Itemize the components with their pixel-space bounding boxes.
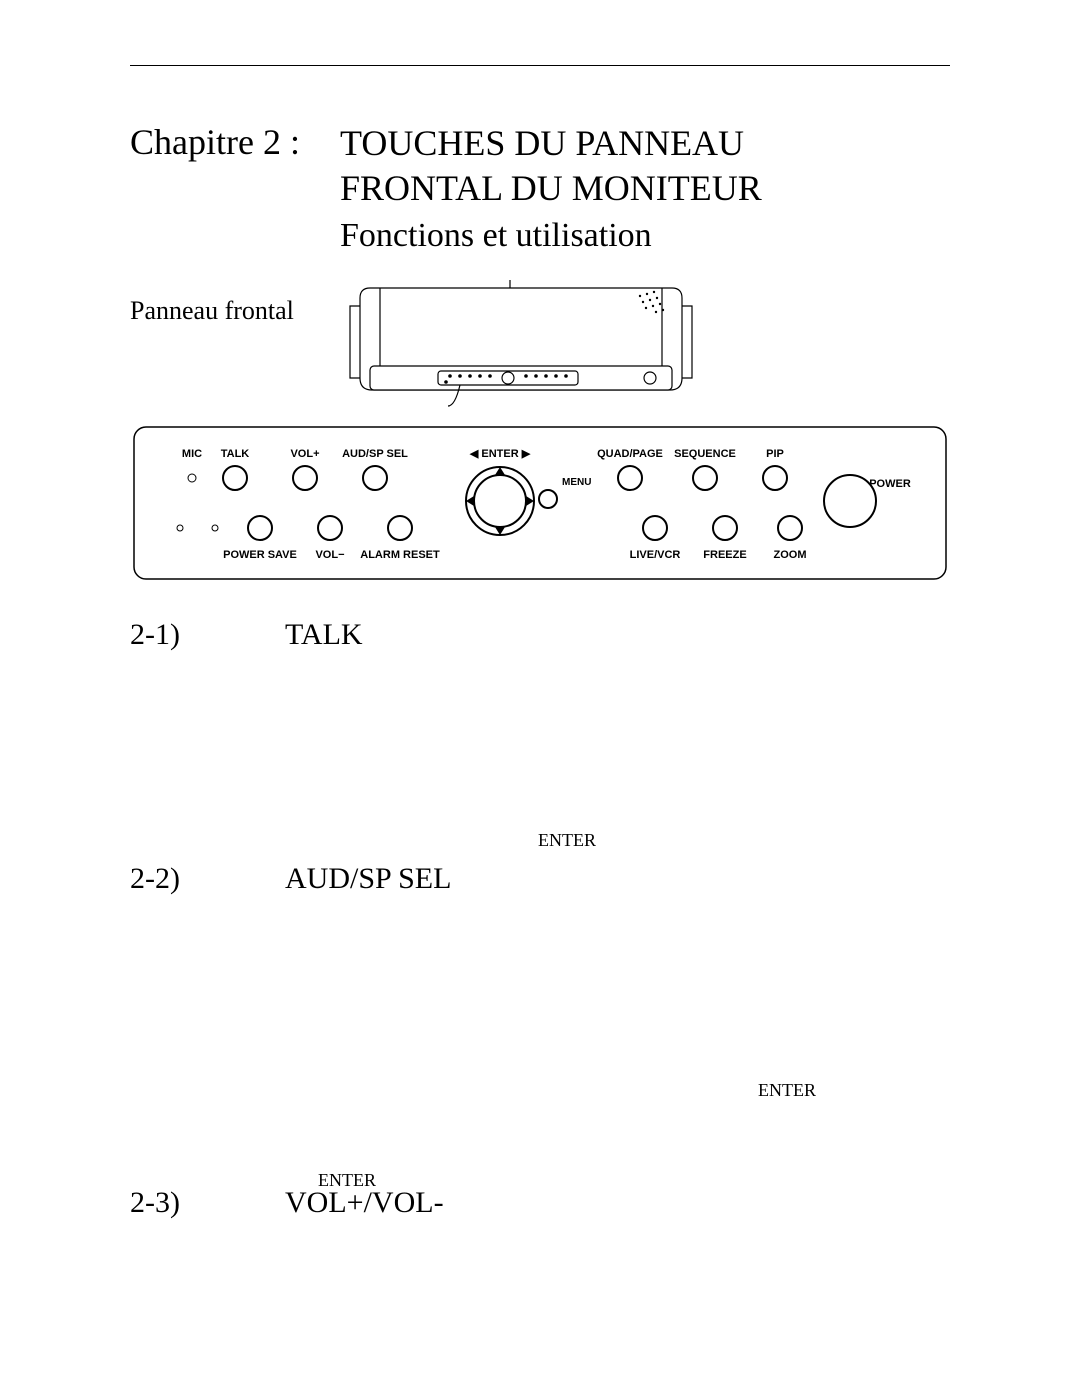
section-2-1: 2-1) TALK — [130, 618, 950, 652]
label-pip: PIP — [766, 448, 784, 460]
label-alarmreset: ALARM RESET — [360, 549, 440, 561]
label-quad: QUAD/PAGE — [597, 448, 663, 460]
label-volplus: VOL+ — [290, 448, 319, 460]
label-power: POWER — [869, 478, 911, 490]
label-freeze: FREEZE — [703, 549, 746, 561]
page: Chapitre 2 : TOUCHES DU PANNEAU FRONTAL … — [0, 0, 1080, 1380]
label-zoom: ZOOM — [774, 549, 807, 561]
button-panel: MIC TALK VOL+ AUD/SP SEL ◀ ENTER ▶ QUAD/… — [130, 423, 950, 588]
led-1 — [177, 525, 183, 531]
chapter-title-line1: TOUCHES DU PANNEAU — [340, 121, 950, 166]
audsp-button — [363, 466, 387, 490]
label-menu: MENU — [562, 477, 591, 488]
label-sequence: SEQUENCE — [674, 448, 736, 460]
monitor-illustration — [340, 278, 770, 408]
section-2-1-num: 2-1) — [130, 618, 285, 652]
enter-word-2: ENTER — [758, 1080, 816, 1101]
label-livevcr: LIVE/VCR — [630, 549, 681, 561]
section-2-3: 2-3) VOL+/VOL- — [130, 1186, 950, 1220]
section-2-2: 2-2) AUD/SP SEL — [130, 862, 950, 896]
chapter-title-line2: FRONTAL DU MONITEUR — [340, 166, 950, 211]
enter-word-3: ENTER — [318, 1170, 376, 1191]
freeze-button — [713, 516, 737, 540]
section-2-2-num: 2-2) — [130, 862, 285, 896]
pip-button — [763, 466, 787, 490]
powersave-button — [248, 516, 272, 540]
section-2-2-name: AUD/SP SEL — [285, 862, 451, 896]
quad-button — [618, 466, 642, 490]
monitor-illustration-wrap — [340, 278, 950, 413]
label-talk: TALK — [221, 448, 250, 460]
button-panel-svg: MIC TALK VOL+ AUD/SP SEL ◀ ENTER ▶ QUAD/… — [130, 423, 950, 583]
front-panel-label: Panneau frontal — [130, 278, 340, 326]
section-2-3-num: 2-3) — [130, 1186, 285, 1220]
sequence-button — [693, 466, 717, 490]
chapter-heading: Chapitre 2 : TOUCHES DU PANNEAU FRONTAL … — [130, 121, 950, 258]
chapter-subtitle: Fonctions et utilisation — [340, 215, 950, 258]
power-button — [824, 475, 876, 527]
label-mic: MIC — [182, 448, 202, 460]
front-panel-row: Panneau frontal — [130, 278, 950, 413]
alarmreset-button — [388, 516, 412, 540]
talk-button — [223, 466, 247, 490]
jog-dial — [466, 467, 534, 535]
chapter-label: Chapitre 2 : — [130, 121, 340, 163]
section-2-1-name: TALK — [285, 618, 363, 652]
livevcr-button — [643, 516, 667, 540]
label-powersave: POWER SAVE — [223, 549, 297, 561]
label-audsp: AUD/SP SEL — [342, 448, 408, 460]
label-volminus: VOL− — [315, 549, 344, 561]
top-rule — [130, 65, 950, 66]
mic-hole — [188, 474, 196, 482]
enter-word-1: ENTER — [538, 830, 596, 851]
menu-button — [539, 490, 557, 508]
label-enter: ◀ ENTER ▶ — [469, 448, 531, 460]
zoom-button — [778, 516, 802, 540]
chapter-titles: TOUCHES DU PANNEAU FRONTAL DU MONITEUR F… — [340, 121, 950, 258]
volminus-button — [318, 516, 342, 540]
volplus-button — [293, 466, 317, 490]
led-2 — [212, 525, 218, 531]
